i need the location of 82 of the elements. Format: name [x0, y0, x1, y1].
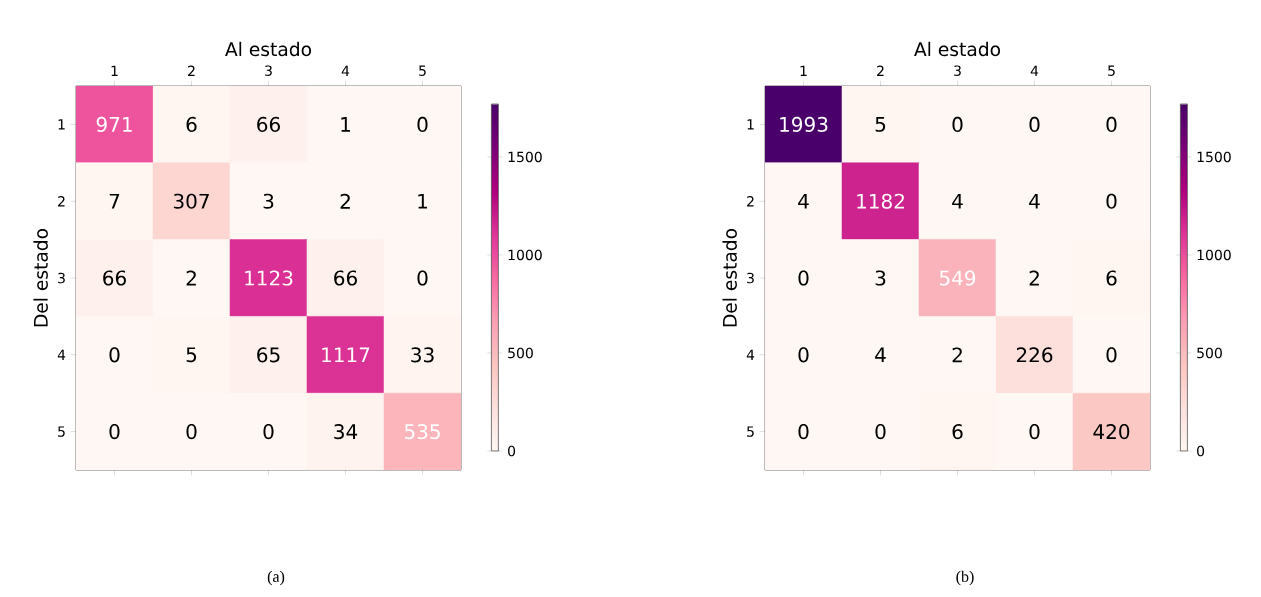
y-tick-label: 1 — [58, 119, 65, 130]
x-tick-label: 2 — [188, 65, 195, 76]
data-label: 66 — [257, 116, 280, 132]
data-label: 0 — [798, 347, 809, 363]
data-label: 0 — [417, 270, 428, 286]
y-axis-title: Del estado — [33, 228, 48, 327]
x-axis-title: Al estado — [914, 41, 1001, 57]
data-label: 4 — [952, 193, 963, 209]
data-label: 6 — [186, 116, 197, 132]
data-label: 2 — [340, 193, 350, 209]
y-tick-label: 4 — [746, 349, 755, 360]
y-tick-label: 5 — [58, 426, 65, 437]
data-label: 1182 — [857, 193, 904, 209]
y-tick-label: 3 — [58, 272, 65, 284]
text: (a) — [267, 570, 285, 586]
data-label: 2 — [952, 347, 962, 363]
data-label: 0 — [952, 116, 963, 132]
data-label: 66 — [103, 270, 126, 286]
data-label: 971 — [96, 116, 132, 132]
data-label: 1 — [341, 117, 351, 132]
data-label: 0 — [1029, 116, 1040, 132]
color-bar-label: 0 — [1197, 445, 1205, 457]
data-label: 0 — [1106, 193, 1117, 209]
data-label: 6 — [1106, 270, 1117, 286]
color-bar-label: 1500 — [508, 151, 542, 163]
y-tick-label: 4 — [57, 349, 66, 360]
data-label: 6 — [952, 424, 963, 440]
x-tick-label: 5 — [419, 65, 426, 76]
data-label: 1117 — [322, 347, 370, 363]
data-label: 0 — [798, 424, 809, 440]
data-label: 0 — [186, 424, 197, 440]
data-label: 549 — [939, 270, 976, 286]
x-tick-label: 3 — [265, 65, 272, 76]
data-label: 66 — [334, 270, 357, 286]
color-bar-label: 0 — [508, 445, 516, 457]
data-label: 2 — [186, 270, 196, 286]
x-tick-label: 1 — [111, 65, 118, 76]
color-bar-label: 1000 — [508, 249, 542, 261]
data-label: 3 — [263, 193, 274, 209]
color-bar-label: 1500 — [1197, 151, 1231, 163]
data-label: 4 — [798, 193, 809, 209]
x-tick-label: 4 — [1030, 65, 1039, 76]
data-label: 1123 — [245, 270, 293, 286]
data-label: 0 — [1029, 424, 1040, 440]
y-tick-label: 2 — [58, 196, 65, 207]
x-tick-label: 1 — [800, 65, 807, 76]
y-tick-label: 3 — [747, 272, 754, 284]
data-label: 3 — [875, 270, 886, 286]
x-tick-label: 5 — [1108, 65, 1115, 76]
data-label: 0 — [109, 347, 120, 363]
data-label: 5 — [186, 347, 197, 363]
data-label: 307 — [173, 193, 209, 209]
y-axis-title: Del estado — [722, 228, 737, 327]
data-label: 0 — [263, 424, 274, 440]
data-label: 0 — [417, 116, 428, 132]
data-label: 1 — [418, 193, 428, 209]
x-tick-label: 2 — [877, 65, 884, 76]
data-label: 420 — [1093, 424, 1130, 440]
y-tick-label: 5 — [747, 426, 754, 437]
data-label: 226 — [1016, 347, 1053, 363]
data-label: 535 — [404, 424, 440, 440]
data-label: 7 — [109, 193, 120, 209]
y-tick-label: 1 — [747, 119, 754, 130]
data-label: 0 — [109, 424, 120, 440]
x-tick-label: 4 — [341, 65, 350, 76]
color-bar-label: 500 — [1197, 347, 1222, 359]
color-bar-label: 500 — [508, 347, 533, 359]
data-label: 65 — [257, 347, 280, 363]
data-label: 2 — [1029, 270, 1039, 286]
x-axis-title: Al estado — [225, 41, 312, 57]
data-label: 0 — [798, 270, 809, 286]
data-label: 4 — [1029, 193, 1040, 209]
data-label: 5 — [875, 116, 886, 132]
data-label: 0 — [1106, 116, 1117, 132]
y-tick-label: 2 — [747, 196, 754, 207]
data-label: 0 — [875, 424, 886, 440]
data-label: 1993 — [780, 116, 828, 132]
text: (b) — [956, 570, 974, 586]
data-label: 34 — [334, 424, 358, 440]
x-tick-label: 3 — [954, 65, 961, 76]
color-bar-label: 1000 — [1197, 249, 1231, 261]
data-label: 4 — [875, 347, 886, 363]
